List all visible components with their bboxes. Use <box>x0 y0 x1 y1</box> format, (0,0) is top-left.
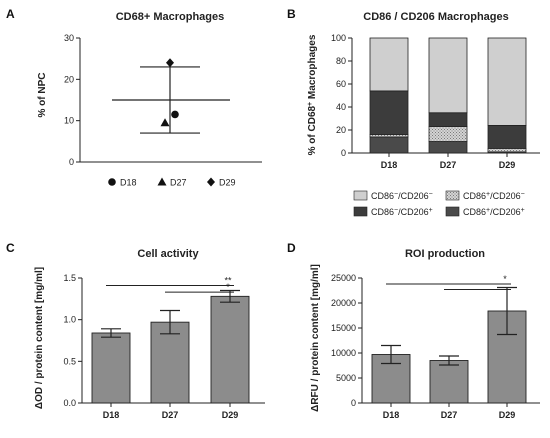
panel-b-xtick-label: D18 <box>381 160 398 170</box>
panel-b-ytick-label: 40 <box>336 102 346 112</box>
panel-a-point-d18 <box>171 110 179 119</box>
panel-d-xtick-label: D29 <box>499 410 516 420</box>
panel-c-ytick-label: 1.5 <box>63 273 76 283</box>
panel-d-significance-label-0: * <box>503 274 507 284</box>
panel-b-bar-d18-seg-2 <box>369 90 409 136</box>
panel-b-letter: B <box>287 7 296 21</box>
panel-c-xtick-label: D18 <box>103 410 120 420</box>
panel-a-ytick-label: 20 <box>64 74 74 84</box>
panel-a: A CD68+ Macrophages % of NPC 0 10 20 30 D18… <box>6 7 262 188</box>
panel-c-significance-label-0: ** <box>224 276 232 286</box>
panel-b-bar-d18-seg-0 <box>369 136 409 154</box>
panel-d-xtick-label: D18 <box>383 410 400 420</box>
panel-a-ytick-label: 10 <box>64 116 74 126</box>
panel-a-legend-label-d18: D18 <box>120 178 137 188</box>
panel-d: D ROI production ΔRFU / protein content … <box>287 241 540 420</box>
panel-b-bar-d27-seg-0 <box>428 141 468 154</box>
panel-b-legend-label-2: CD86−/CD206+ <box>371 207 433 218</box>
panel-b-bar-d29-seg-2 <box>487 125 527 149</box>
panel-d-bar-d27 <box>429 360 469 404</box>
panel-a-point-d29 <box>166 58 174 68</box>
panel-a-legend-marker-d27 <box>157 177 167 186</box>
panel-c-bar-d29 <box>210 295 250 404</box>
panel-b-bar-d27-seg-3 <box>428 37 468 114</box>
panel-b-ytick-label: 100 <box>331 33 346 43</box>
panel-d-ytick-label: 15000 <box>331 323 356 333</box>
panel-d-title: ROI production <box>405 248 485 260</box>
panel-c-title: Cell activity <box>137 248 199 260</box>
panel-d-ytick-label: 25000 <box>331 273 356 283</box>
panel-d-ytick-label: 0 <box>351 398 356 408</box>
panel-d-ytick-label: 20000 <box>331 298 356 308</box>
panel-b-ytick-label: 80 <box>336 56 346 66</box>
panel-c-bar-d18 <box>91 332 131 404</box>
panel-b-legend-label-0: CD86+/CD206+ <box>463 207 525 218</box>
panel-b-bar-d27-seg-1 <box>428 126 468 142</box>
panel-b: B CD86 / CD206 Macrophages % of CD68+ Ma… <box>287 7 540 217</box>
panel-c-xtick-label: D29 <box>222 410 239 420</box>
panel-d-ytick-label: 5000 <box>336 373 356 383</box>
panel-c-significance-label-1: * <box>226 282 230 292</box>
panel-b-ytick-label: 20 <box>336 125 346 135</box>
panel-b-ylabel: % of CD68+ Macrophages <box>307 34 319 155</box>
panel-d-bar-d29 <box>487 310 527 404</box>
panel-b-bar-d18-seg-3 <box>369 37 409 92</box>
panel-a-letter: A <box>6 7 15 21</box>
panel-c-ylabel: ΔOD / protein content [mg/ml] <box>34 267 45 409</box>
panel-b-ytick-label: 60 <box>336 79 346 89</box>
panel-b-legend-swatch-1 <box>445 190 460 201</box>
panel-a-title: CD68+ Macrophages <box>116 11 225 23</box>
panel-c-bar-d27 <box>150 321 190 404</box>
panel-b-legend-swatch-3 <box>353 190 368 201</box>
panel-b-legend-swatch-0 <box>445 206 460 217</box>
panel-a-ytick-label: 0 <box>69 157 74 167</box>
panel-d-ytick-label: 10000 <box>331 348 356 358</box>
panel-b-ytick-label: 0 <box>341 148 346 158</box>
panel-b-bar-d29-seg-3 <box>487 37 527 126</box>
panel-a-point-d27 <box>160 118 170 127</box>
panel-a-ylabel: % of NPC <box>37 73 48 118</box>
panel-b-xtick-label: D29 <box>499 160 516 170</box>
panel-a-ytick-label: 30 <box>64 33 74 43</box>
panel-d-letter: D <box>287 241 296 255</box>
panel-a-legend-label-d27: D27 <box>170 178 187 188</box>
panel-a-legend-marker-d18 <box>108 178 116 186</box>
panel-b-title: CD86 / CD206 Macrophages <box>363 11 509 23</box>
panel-b-bar-d29-seg-1 <box>487 147 527 153</box>
panel-c-ytick-label: 0.5 <box>63 356 76 366</box>
panel-c-ytick-label: 1.0 <box>63 315 76 325</box>
panel-a-legend-marker-d29 <box>207 177 215 187</box>
panel-c-letter: C <box>6 241 15 255</box>
panel-b-legend-label-1: CD86+/CD206− <box>463 191 525 202</box>
panel-c-xtick-label: D27 <box>162 410 179 420</box>
panel-b-xtick-label: D27 <box>440 160 457 170</box>
panel-c: C Cell activity ΔOD / protein content [m… <box>6 241 265 420</box>
panel-b-legend-swatch-2 <box>353 206 368 217</box>
panel-d-ylabel: ΔRFU / protein content [mg/ml] <box>310 264 321 412</box>
panel-b-legend-label-3: CD86−/CD206− <box>371 191 433 202</box>
panel-d-xtick-label: D27 <box>441 410 458 420</box>
panel-a-legend-label-d29: D29 <box>219 178 236 188</box>
panel-b-bar-d27-seg-2 <box>428 112 468 127</box>
panel-c-ytick-label: 0.0 <box>63 398 76 408</box>
